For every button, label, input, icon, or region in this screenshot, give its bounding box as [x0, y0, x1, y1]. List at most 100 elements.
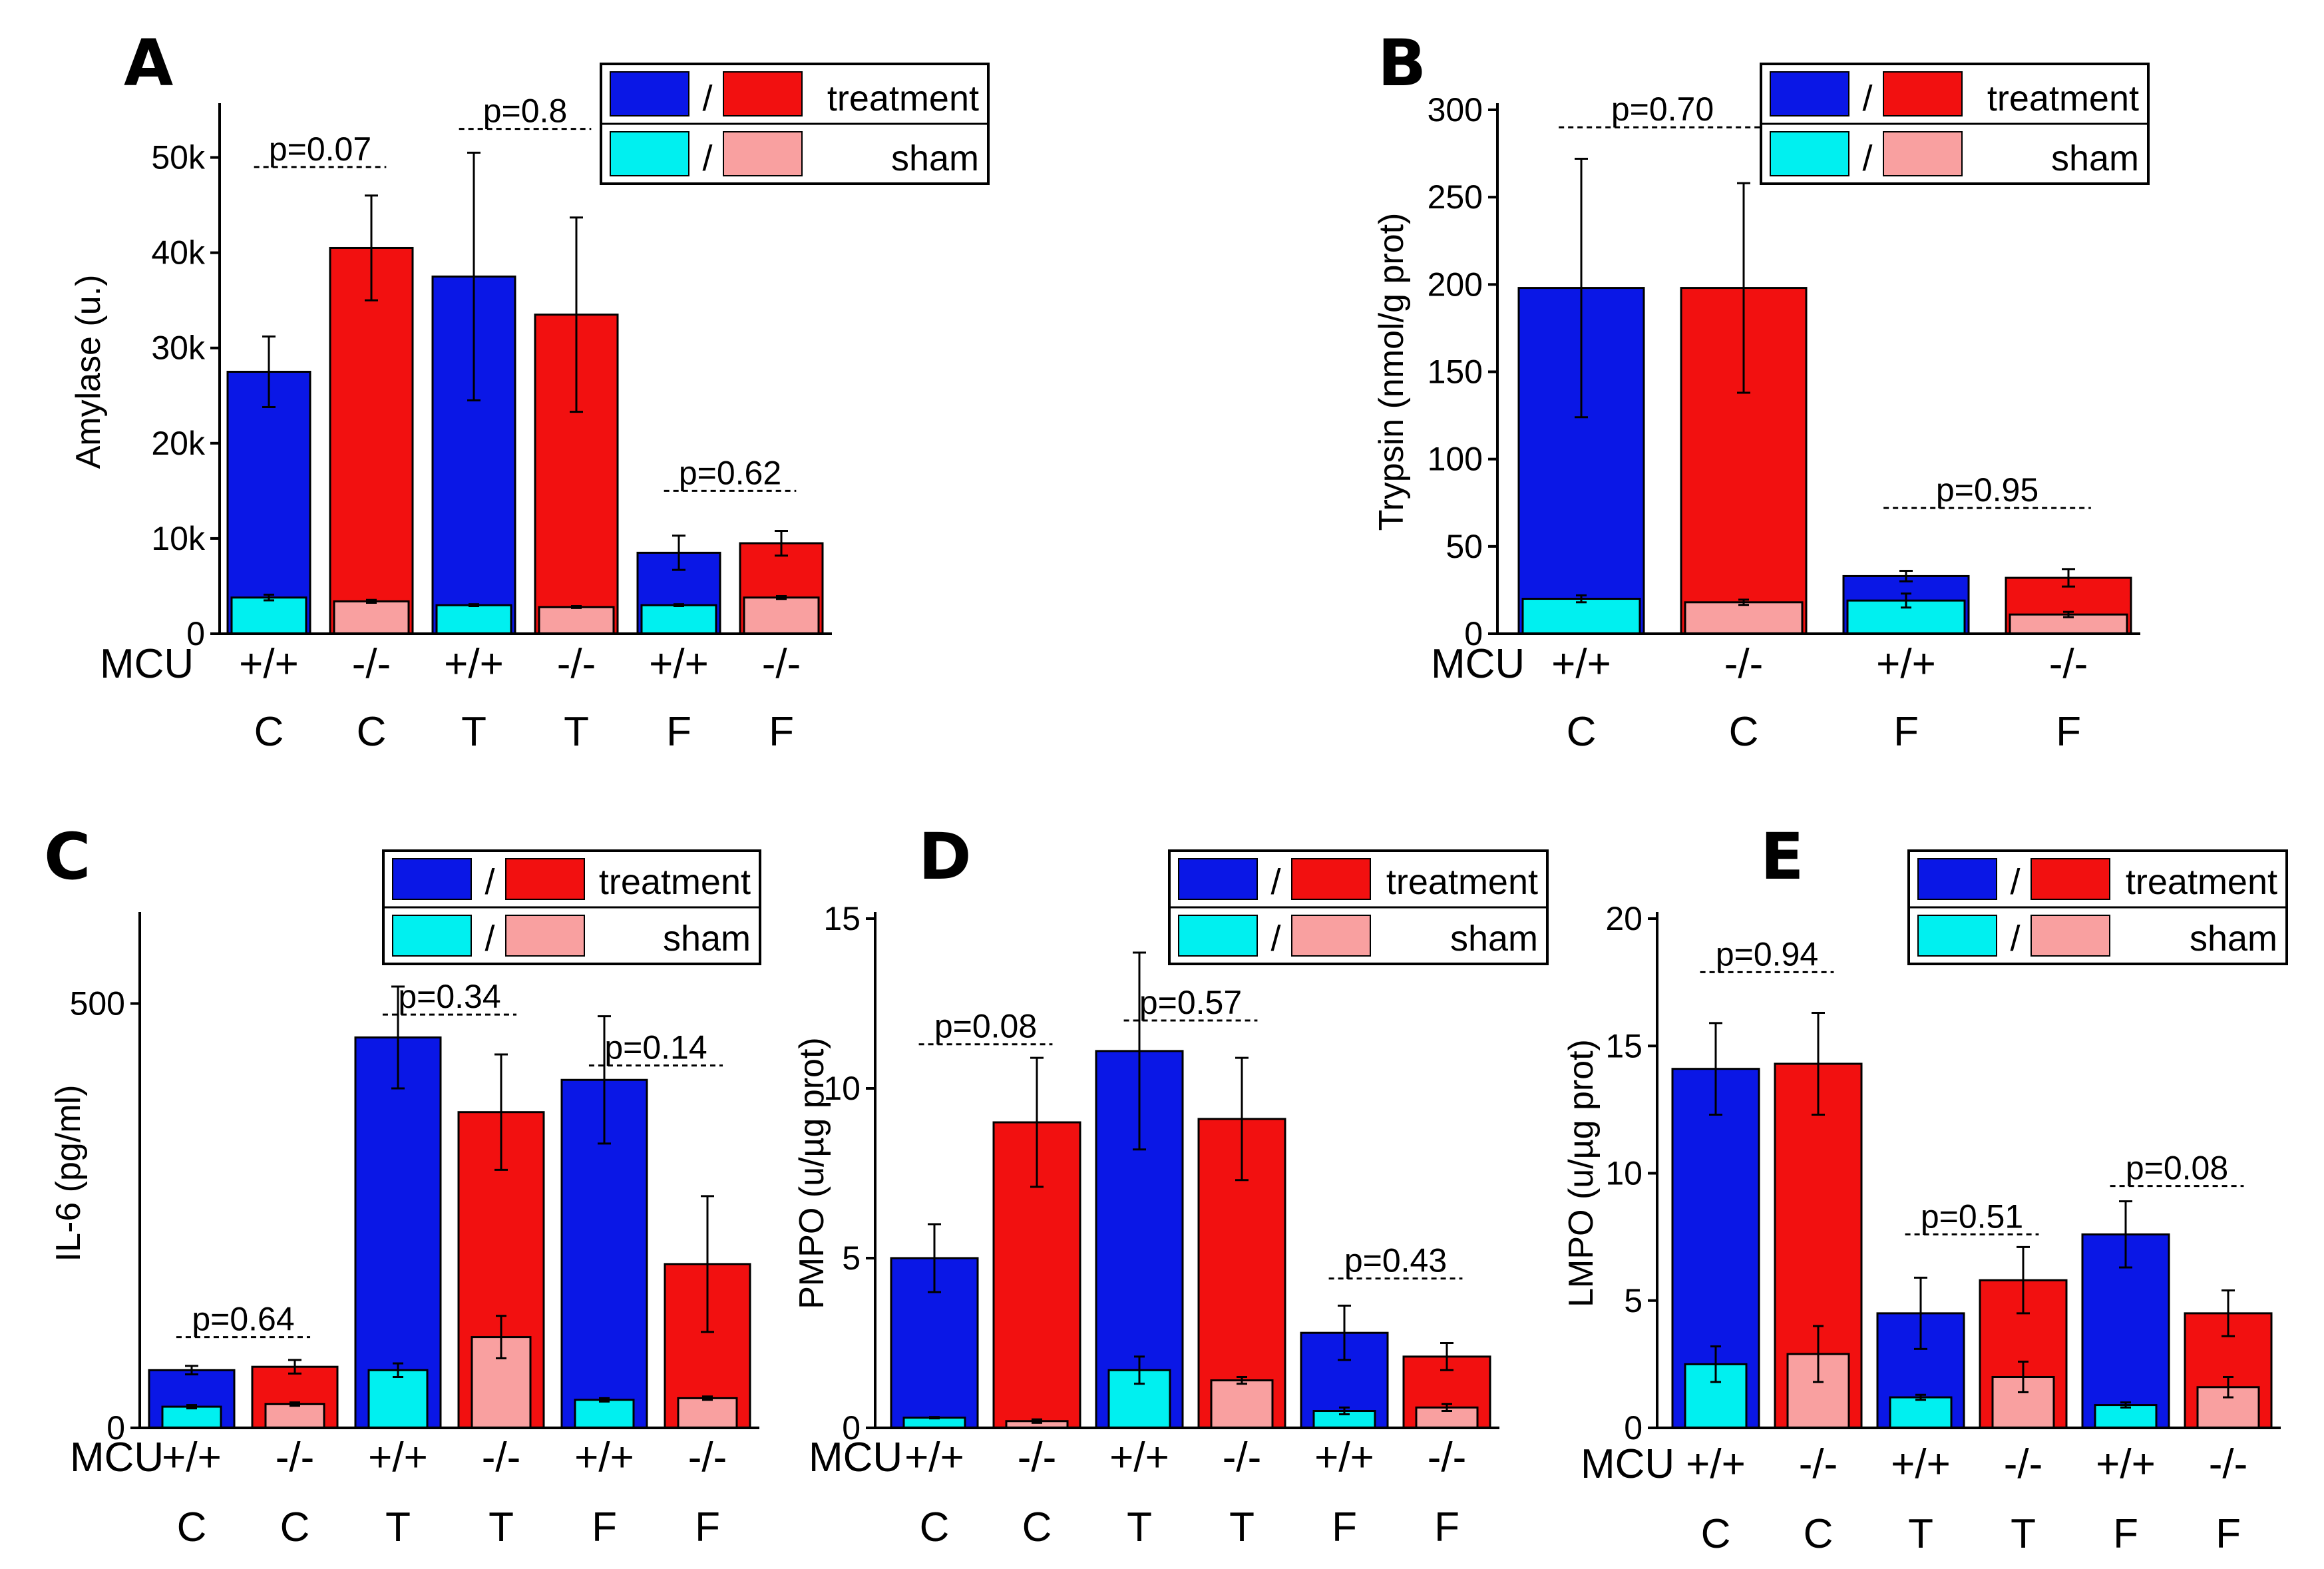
error-bar-sham: [290, 1401, 300, 1407]
pvalue-annotation: p=0.57: [1123, 984, 1258, 1022]
bar-sham: [1210, 1379, 1274, 1429]
legend-swatch-treatment-wt: [1770, 71, 1849, 116]
y-tick-label: 10k: [151, 520, 206, 557]
pvalue-label: p=0.07: [269, 130, 371, 168]
pvalue-label: p=0.08: [2126, 1150, 2228, 1187]
pvalue-annotation: p=0.43: [1328, 1242, 1463, 1280]
genotype-label: +/+: [2096, 1441, 2156, 1487]
bar-sham: [1889, 1396, 1953, 1429]
error-bar-sham: [1915, 1393, 1926, 1401]
legend-separator: /: [702, 79, 712, 118]
y-tick-label: 10: [1605, 1155, 1643, 1192]
legend-swatch-sham-wt: [1178, 915, 1258, 957]
legend-separator: /: [2010, 919, 2020, 959]
legend-label-treatment: treatment: [599, 862, 751, 902]
panel-c: C +/+ C -/- C +/+ T -/- T +/+ F -/- F 0 500 IL-6 (pg/ml…: [44, 819, 761, 1550]
panel-letter: D: [918, 819, 972, 894]
error-bar-treatment: [288, 1359, 301, 1375]
error-bar-sham: [776, 594, 787, 600]
pvalue-annotation: p=0.14: [588, 1029, 723, 1067]
legend-swatch-sham-ko: [2031, 915, 2110, 957]
genotype-label: +/+: [239, 641, 299, 687]
legend: / treatment / sham: [1907, 849, 2288, 965]
bar-treatment: [226, 371, 311, 635]
legend-swatch-treatment-ko: [505, 858, 585, 900]
error-bar-sham: [2018, 1361, 2029, 1393]
error-bar-sham: [571, 605, 582, 609]
genotype-label: -/-: [557, 641, 596, 687]
legend-separator: /: [1270, 919, 1280, 959]
group-label: C: [1701, 1511, 1731, 1557]
error-bar-sham: [1813, 1325, 1824, 1383]
genotype-label: +/+: [904, 1435, 964, 1480]
group-label: F: [1434, 1504, 1459, 1550]
legend-swatch-sham-ko: [1291, 915, 1371, 957]
legend-label-sham: sham: [2190, 919, 2277, 959]
group-label: C: [357, 709, 387, 755]
panel-d: D +/+ C -/- C +/+ T -/- T +/+ F -/- F 0 5 10 15 PMPO (u/µ…: [793, 819, 1549, 1550]
genotype-label: +/+: [1314, 1435, 1374, 1480]
error-bar-sham: [1237, 1376, 1247, 1385]
legend-separator: /: [1862, 138, 1872, 178]
pvalue-annotation: p=0.34: [382, 978, 517, 1016]
error-bar-sham: [186, 1404, 197, 1410]
y-tick-label: 15: [1605, 1027, 1643, 1064]
error-bar-treatment: [262, 336, 276, 408]
genotype-label: -/-: [1223, 1435, 1262, 1480]
genotype-label: -/-: [1724, 641, 1764, 687]
genotype-label: -/-: [2049, 641, 2088, 687]
error-bar-treatment: [2222, 1289, 2235, 1337]
error-bar-sham: [702, 1395, 713, 1401]
group-label: T: [488, 1504, 514, 1550]
legend-swatch-sham-wt: [1917, 915, 1997, 957]
y-tick-label: 20: [1605, 900, 1643, 937]
group-label: C: [1567, 709, 1597, 755]
genotype-label: -/-: [1018, 1435, 1057, 1480]
error-bar-treatment: [365, 194, 378, 302]
group-label: F: [1332, 1504, 1357, 1550]
group-label: T: [461, 709, 486, 755]
group-label: T: [1908, 1511, 1933, 1557]
error-bar-sham: [2120, 1401, 2131, 1409]
genotype-label: +/+: [1876, 641, 1936, 687]
pvalue-annotation: p=0.64: [176, 1301, 311, 1339]
group-label: C: [1729, 709, 1759, 755]
pvalue-annotation: p=0.95: [1883, 471, 2091, 509]
error-bar-treatment: [570, 216, 583, 413]
error-bar-treatment: [391, 985, 405, 1090]
error-bar-treatment: [1133, 951, 1146, 1151]
legend-swatch-sham-ko: [1883, 131, 1963, 176]
pvalue-annotation: p=0.94: [1700, 935, 1834, 973]
error-bar-treatment: [1575, 157, 1588, 419]
error-bar-sham: [496, 1315, 506, 1359]
error-bar-sham: [1339, 1406, 1350, 1416]
group-label: F: [769, 709, 794, 755]
genotype-label: -/-: [482, 1435, 521, 1480]
legend-swatch-sham-wt: [610, 131, 689, 176]
group-label: T: [564, 709, 589, 755]
bar-sham: [640, 604, 717, 635]
error-bar-treatment: [2119, 1200, 2132, 1269]
error-bar-treatment: [1899, 570, 1913, 582]
y-tick-label: 5: [842, 1239, 861, 1277]
panel-letter: C: [44, 819, 91, 894]
error-bar-treatment: [1709, 1022, 1722, 1116]
y-tick-label: 20k: [151, 425, 206, 462]
genotype-label: +/+: [1109, 1435, 1169, 1480]
y-axis-title: PMPO (u/µg prot): [793, 1037, 831, 1309]
legend-separator: /: [484, 862, 494, 902]
error-bar-treatment: [2017, 1245, 2030, 1315]
group-label: F: [2216, 1511, 2241, 1557]
pvalue-label: p=0.62: [679, 454, 781, 491]
genotype-label: +/+: [444, 641, 504, 687]
legend-swatch-treatment-ko: [2031, 858, 2110, 900]
genotype-label: -/-: [2004, 1441, 2043, 1487]
panel-letter: E: [1760, 819, 1804, 894]
error-bar-treatment: [1440, 1342, 1453, 1371]
error-bar-treatment: [775, 529, 788, 557]
pvalue-label: p=0.94: [1716, 935, 1818, 973]
error-bar-sham: [1442, 1403, 1452, 1412]
pvalue-label: p=0.08: [934, 1008, 1037, 1045]
group-label: T: [1229, 1504, 1255, 1550]
error-bar-sham: [599, 1397, 610, 1403]
